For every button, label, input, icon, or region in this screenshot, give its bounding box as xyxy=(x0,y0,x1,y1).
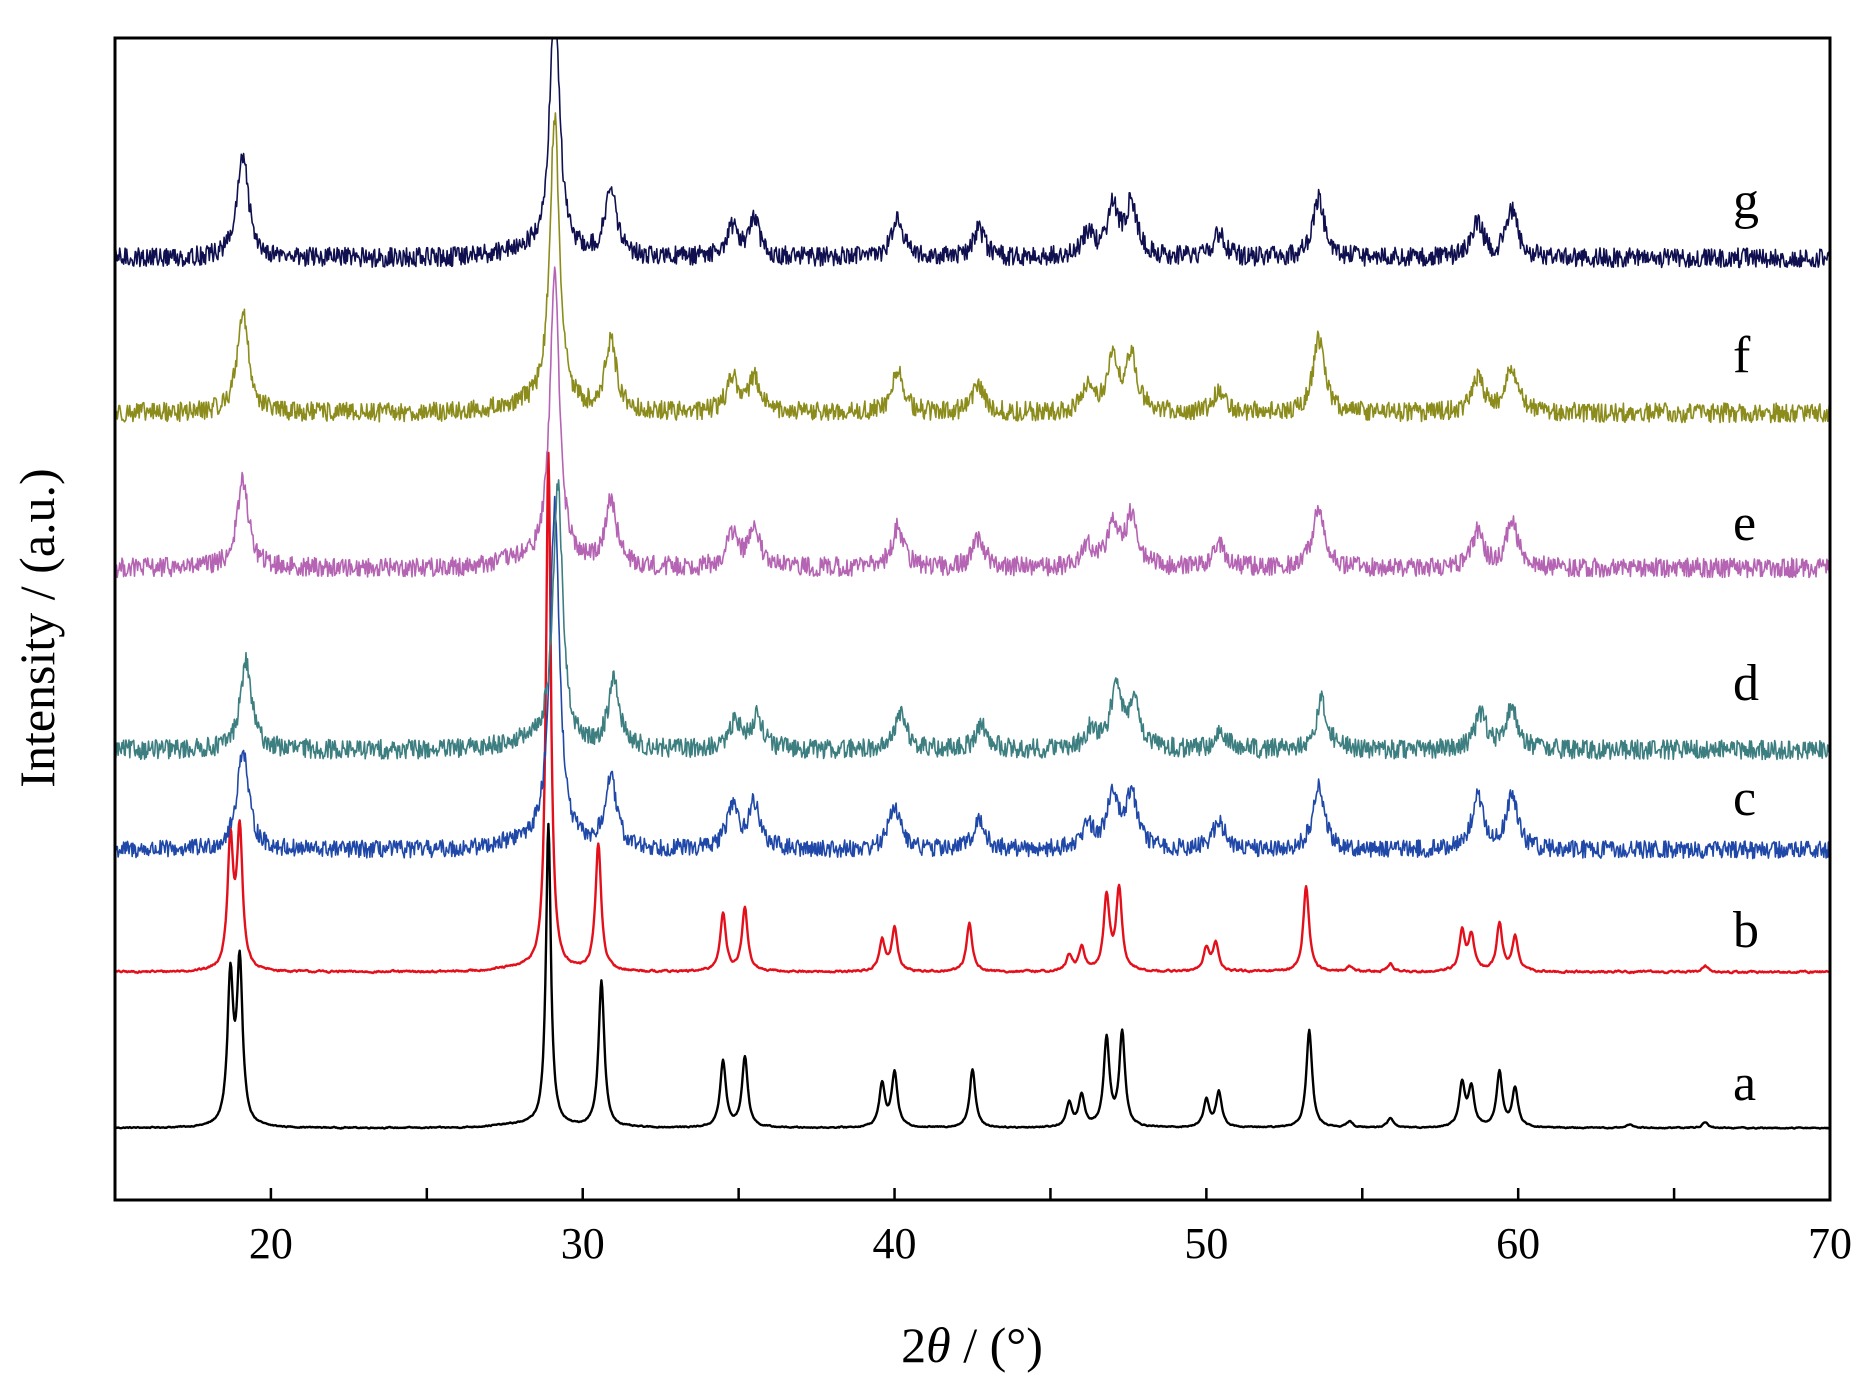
series-labels: a b c d e f g xyxy=(1733,173,1759,1112)
series-label-b: b xyxy=(1733,902,1759,959)
series-label-a: a xyxy=(1733,1055,1756,1112)
x-ticks: 20 30 40 50 60 70 xyxy=(113,1188,1852,1268)
x-tick-label: 60 xyxy=(1496,1219,1540,1268)
series-label-d: d xyxy=(1733,655,1759,712)
series-line-f xyxy=(114,112,1831,424)
series-label-c: c xyxy=(1733,770,1756,827)
x-tick-label: 30 xyxy=(561,1219,605,1268)
series-line-g xyxy=(114,37,1831,269)
series-line-c xyxy=(114,495,1831,860)
series-line-e xyxy=(114,266,1831,579)
x-tick-label: 40 xyxy=(873,1219,917,1268)
x-tick-label: 50 xyxy=(1184,1219,1228,1268)
series-line-a xyxy=(114,822,1831,1130)
x-tick-label: 20 xyxy=(249,1219,293,1268)
x-axis-title-prefix: 2 xyxy=(901,1317,926,1373)
x-axis-title-suffix: / (°) xyxy=(951,1317,1043,1373)
x-axis-title-symbol: θ xyxy=(926,1317,951,1373)
x-axis-title: 2θ / (°) xyxy=(901,1317,1043,1373)
y-axis-title: Intensity / (a.u.) xyxy=(9,468,65,787)
series-layer xyxy=(114,37,1831,1130)
series-label-g: g xyxy=(1733,173,1759,230)
series-label-f: f xyxy=(1733,327,1751,384)
series-line-b xyxy=(114,451,1831,975)
series-line-d xyxy=(114,479,1831,761)
x-tick-label: 70 xyxy=(1808,1219,1852,1268)
series-label-e: e xyxy=(1733,495,1756,552)
plot-frame xyxy=(113,36,1832,1202)
